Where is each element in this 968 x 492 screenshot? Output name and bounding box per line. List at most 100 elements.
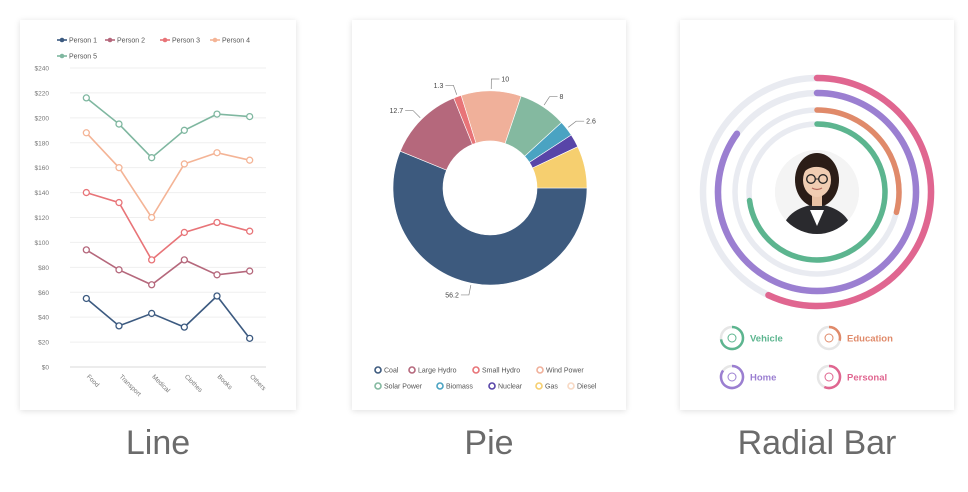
data-point — [148, 213, 156, 222]
legend-marker — [374, 366, 382, 374]
data-point — [115, 120, 123, 128]
legend-label: Personal — [847, 373, 887, 384]
data-point — [82, 94, 90, 102]
legend-label: Person 4 — [222, 38, 250, 45]
data-point — [180, 256, 188, 264]
legend-icon — [824, 333, 834, 343]
legend-label: Large Hydro — [418, 368, 457, 375]
legend-label: Nuclear — [498, 384, 523, 391]
y-tick-label: $0 — [42, 365, 50, 372]
data-point — [213, 271, 221, 279]
data-point — [180, 323, 188, 331]
legend-marker — [567, 382, 575, 390]
legend-ring-fill — [719, 364, 745, 390]
label-leader — [445, 84, 458, 95]
radial-bar-card: Vehicle Education Home Personal — [680, 20, 954, 410]
label-leader — [405, 110, 421, 119]
data-point — [246, 227, 254, 235]
data-point — [180, 160, 188, 168]
y-tick-label: $20 — [38, 340, 49, 347]
pie-chart-card: 56.2 12.7 1.3 10 8 2.6 Coal Large Hydro Small Hy… — [352, 20, 626, 410]
legend-marker — [107, 37, 113, 43]
data-label: 2.6 — [586, 119, 596, 126]
data-point — [115, 164, 123, 172]
legend-marker — [212, 37, 218, 43]
series-line — [86, 191, 250, 262]
legend-icon — [727, 333, 737, 343]
radial-bar — [714, 89, 920, 295]
series-line — [85, 294, 251, 339]
data-point — [246, 334, 254, 342]
legend-marker — [536, 366, 544, 374]
y-tick-label: $200 — [35, 115, 50, 122]
legend-marker — [408, 366, 416, 374]
legend-label: Person 5 — [69, 54, 97, 61]
legend-label: Gas — [545, 384, 558, 391]
legend-label: Person 1 — [69, 38, 97, 45]
data-point — [213, 110, 221, 118]
pie-caption: Pie — [464, 424, 514, 462]
avatar — [775, 150, 859, 234]
data-point — [148, 256, 156, 264]
x-tick-label: Others — [248, 373, 267, 392]
pie-chart: 56.2 12.7 1.3 10 8 2.6 Coal Large Hydro Small Hy… — [374, 77, 597, 391]
x-tick-label: Books — [216, 373, 234, 391]
legend-marker — [59, 37, 65, 43]
legend-ring-fill — [828, 325, 842, 342]
x-tick-label: Transport — [118, 373, 143, 398]
legend-marker — [374, 382, 382, 390]
radial-bar — [814, 107, 902, 216]
x-tick-label: Food — [85, 373, 101, 389]
data-point — [148, 281, 156, 289]
y-tick-label: $220 — [35, 90, 50, 97]
legend-label: Solar Power — [384, 384, 423, 391]
x-tick-label: Medical — [150, 373, 171, 394]
legend-marker — [488, 382, 496, 390]
pie-slice — [532, 146, 588, 189]
legend-label: Person 2 — [117, 38, 145, 45]
data-label: 56.2 — [445, 292, 459, 299]
data-point — [213, 218, 221, 227]
y-tick-label: $160 — [35, 165, 50, 172]
series-line — [85, 97, 250, 159]
legend-marker — [59, 53, 65, 59]
data-label: 8 — [560, 94, 564, 101]
radial-caption: Radial Bar — [737, 424, 897, 462]
label-leader — [490, 78, 500, 90]
legend-label: Wind Power — [546, 368, 584, 375]
data-point — [115, 266, 123, 274]
data-point — [82, 294, 90, 303]
legend-ring-fill — [823, 364, 842, 390]
data-point — [82, 129, 90, 137]
data-point — [180, 126, 188, 134]
data-point — [180, 228, 188, 237]
legend-marker — [436, 382, 444, 390]
x-tick-label: Clothes — [183, 373, 204, 394]
series-line — [85, 132, 250, 219]
y-tick-label: $120 — [35, 215, 50, 222]
legend-label: Small Hydro — [482, 368, 520, 375]
legend-icon — [727, 372, 737, 382]
legend-label: Biomass — [446, 384, 473, 391]
legend-label: Home — [750, 373, 776, 384]
y-tick-label: $240 — [35, 66, 50, 73]
data-point — [82, 246, 90, 254]
legend-ring-fill — [719, 325, 745, 351]
legend-marker — [472, 366, 480, 374]
data-point — [148, 309, 156, 318]
data-point — [213, 292, 221, 300]
legend-label: Vehicle — [750, 334, 783, 345]
data-point — [246, 156, 254, 164]
y-tick-label: $100 — [35, 240, 50, 247]
data-point — [115, 322, 123, 330]
radial-bar — [746, 121, 888, 263]
line-chart: $0 $20 $40 $60 $80 $100 $120 $140 $160 $180 $200 $2… — [35, 37, 268, 399]
y-tick-label: $180 — [35, 140, 50, 147]
data-point — [246, 112, 254, 121]
data-point — [82, 188, 90, 197]
radial-bar-chart: Vehicle Education Home Personal — [699, 74, 935, 390]
data-point — [148, 154, 156, 162]
line-chart-card: $0 $20 $40 $60 $80 $100 $120 $140 $160 $180 $200 $2… — [20, 20, 296, 410]
label-leader — [543, 96, 558, 106]
radial-bar — [765, 74, 935, 310]
